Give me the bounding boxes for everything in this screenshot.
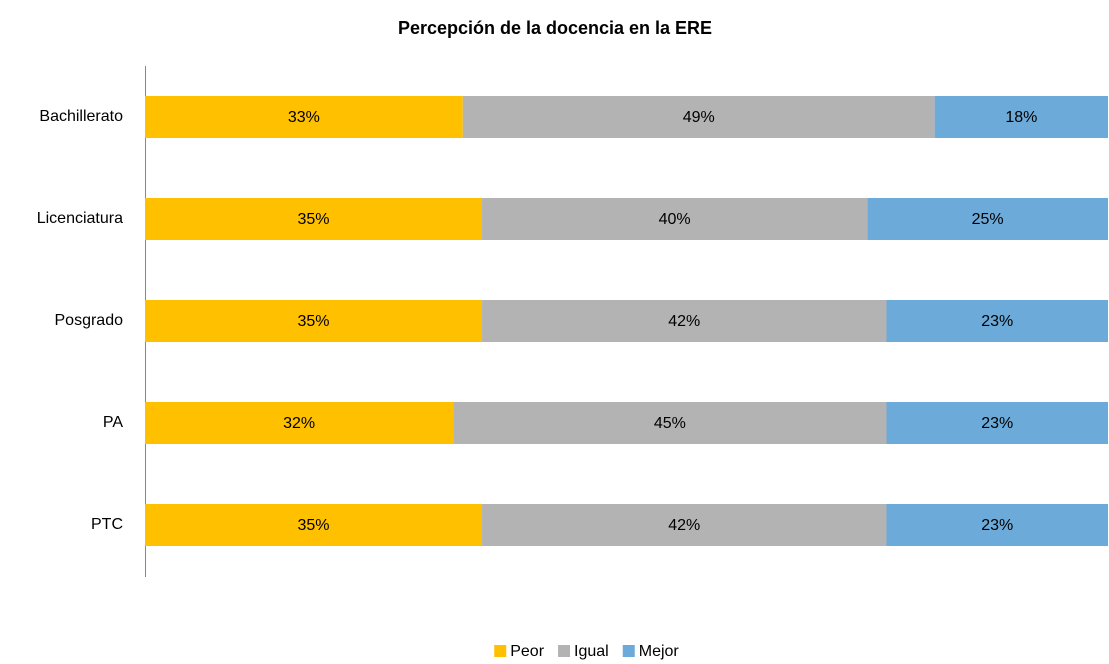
data-label: 35% (298, 211, 330, 228)
legend-label: Igual (574, 643, 609, 660)
bar-segment (934, 96, 1108, 138)
data-label: 23% (981, 313, 1013, 330)
y-tick-label: PA (103, 414, 123, 431)
y-tick-label: Licenciatura (37, 210, 123, 227)
data-label: 45% (654, 415, 686, 432)
data-label: 42% (668, 517, 700, 534)
bar-segment (145, 300, 483, 342)
data-label: 25% (972, 211, 1004, 228)
bar-segment (462, 96, 935, 138)
data-label: 18% (1005, 109, 1037, 126)
bar-segment (145, 198, 483, 240)
legend-swatch (622, 645, 635, 657)
data-label: 32% (283, 415, 315, 432)
legend-label: Peor (510, 643, 544, 660)
bar-segment (145, 402, 454, 444)
legend-label: Mejor (639, 643, 680, 660)
bar-segment (482, 198, 868, 240)
bar-segment (482, 300, 887, 342)
data-label: 23% (981, 415, 1013, 432)
y-tick-label: Posgrado (55, 312, 124, 329)
bar-segment (867, 198, 1108, 240)
chart-title: Percepción de la docencia en la ERE (398, 18, 712, 38)
bar-segment (886, 300, 1108, 342)
y-tick-label: Bachillerato (39, 108, 123, 125)
bar-segment (482, 504, 887, 546)
bar-segment (145, 504, 483, 546)
bar-segment (886, 504, 1108, 546)
bar-segment (145, 96, 463, 138)
data-label: 35% (298, 313, 330, 330)
data-label: 23% (981, 517, 1013, 534)
data-label: 42% (668, 313, 700, 330)
bar-segment (453, 402, 887, 444)
y-tick-label: PTC (91, 516, 123, 533)
data-label: 40% (659, 211, 691, 228)
data-label: 35% (298, 517, 330, 534)
data-label: 49% (683, 109, 715, 126)
legend-swatch (558, 645, 571, 657)
bar-segment (886, 402, 1108, 444)
data-label: 33% (288, 109, 320, 126)
legend-swatch (494, 645, 507, 657)
